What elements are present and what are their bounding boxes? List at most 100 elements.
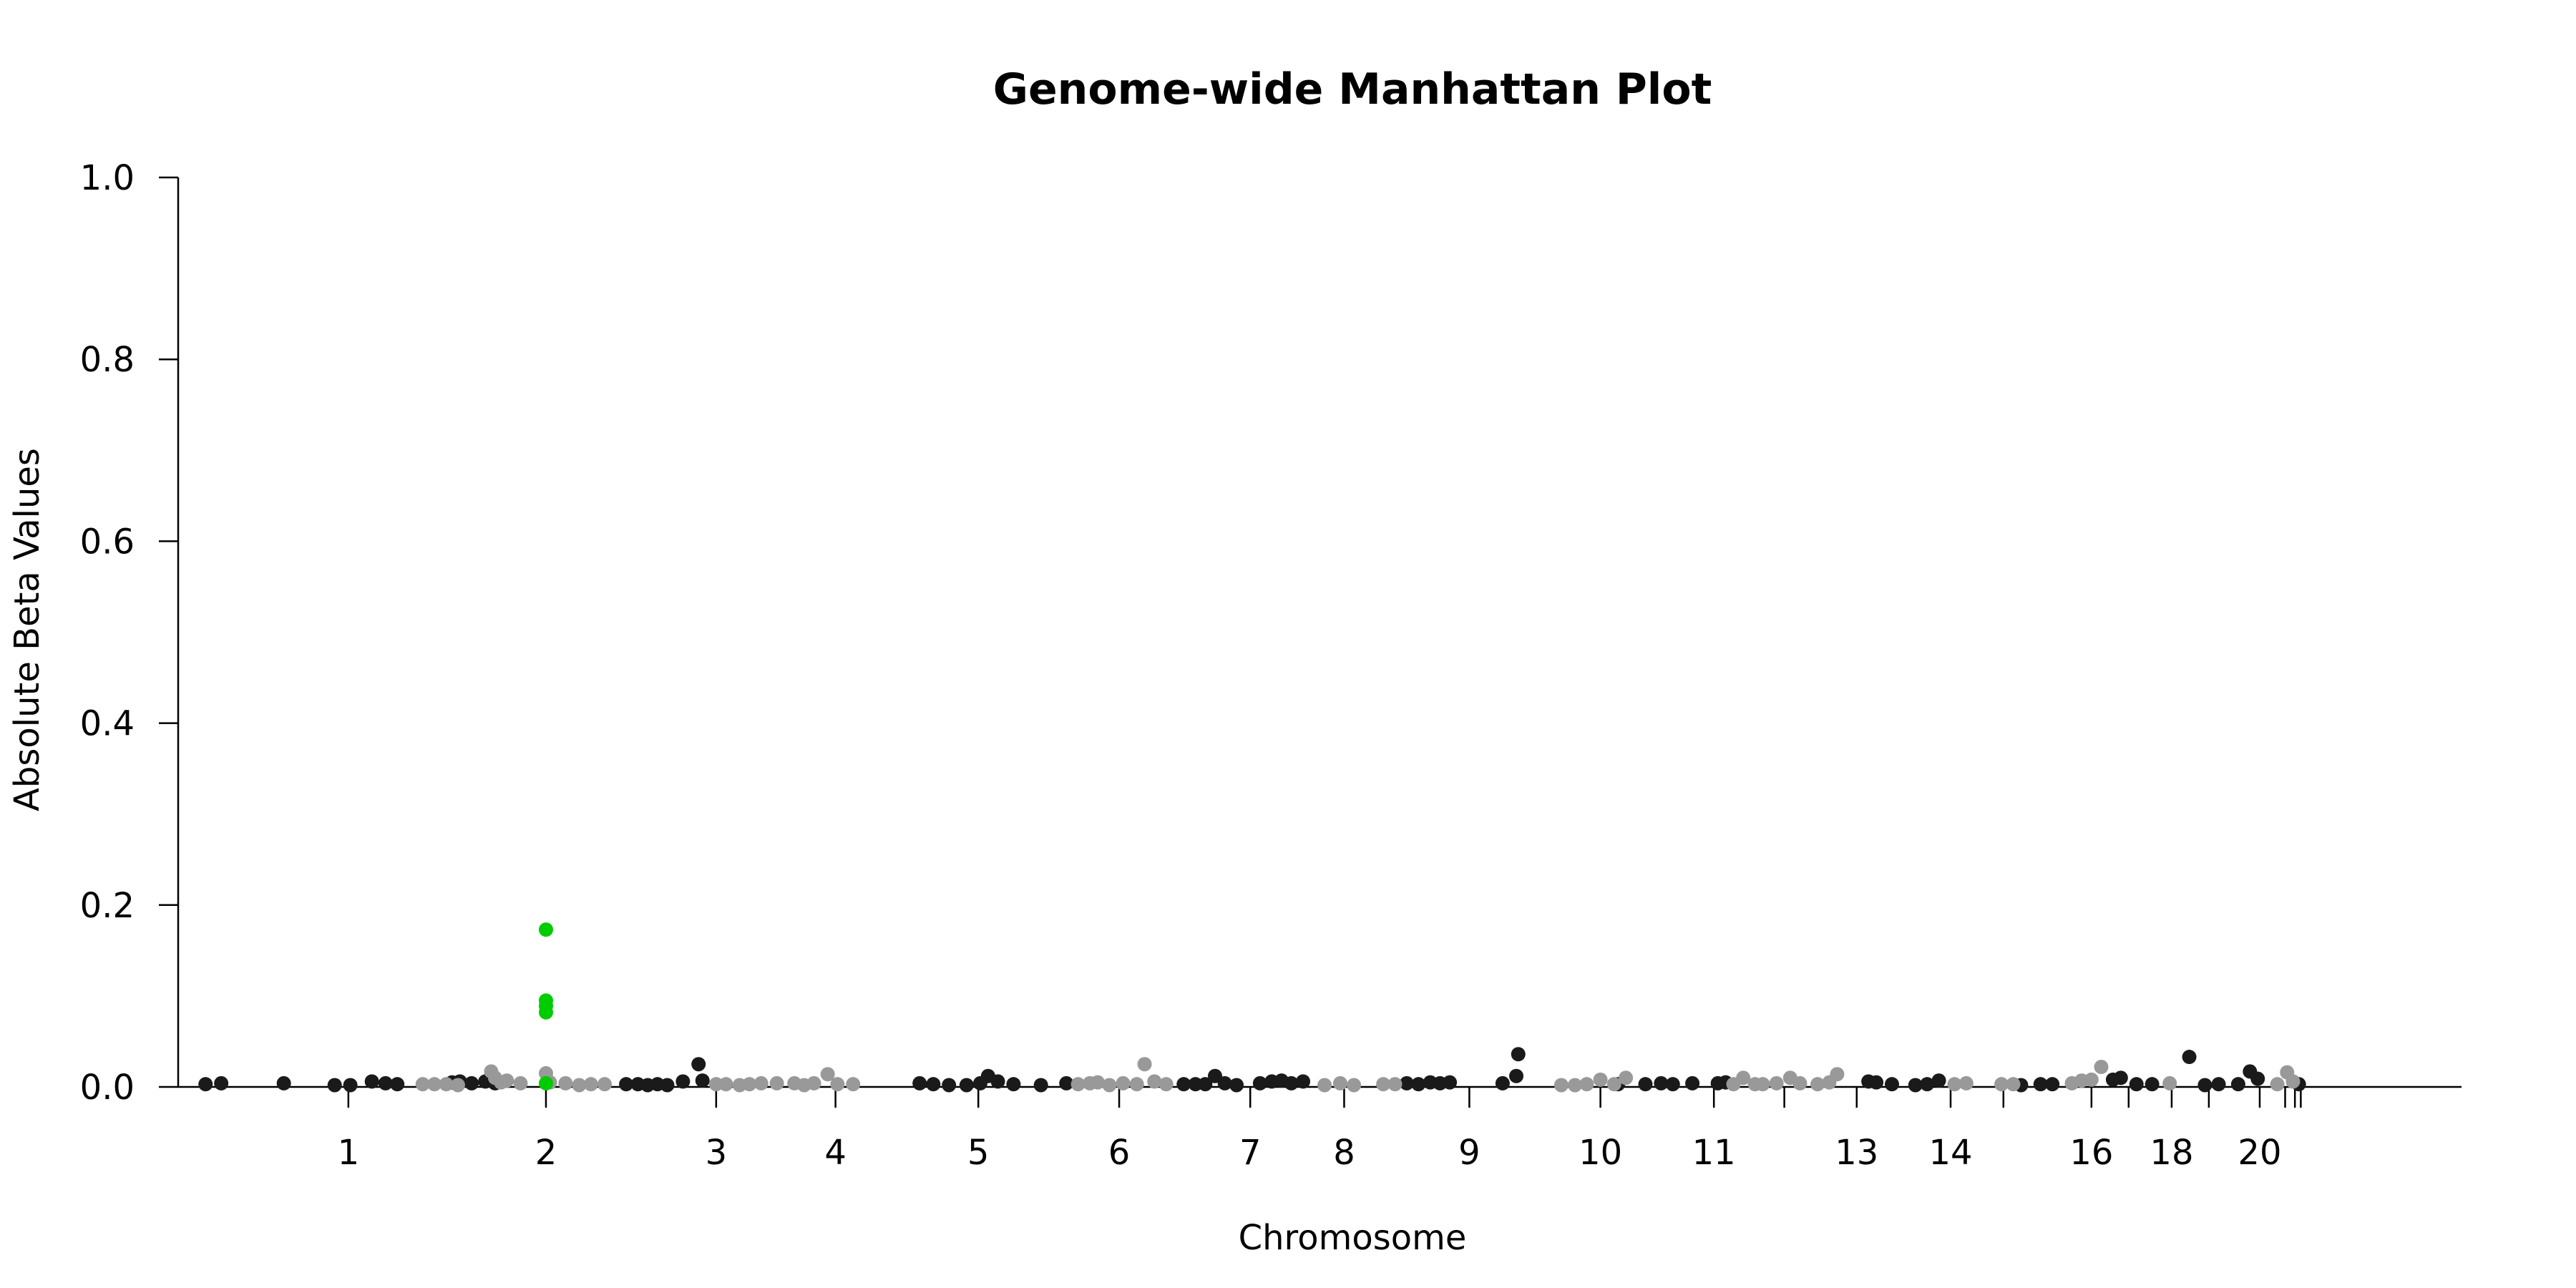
data-point-dark (214, 1075, 229, 1091)
data-point-dark (276, 1075, 291, 1091)
data-point-dark (1176, 1077, 1191, 1092)
data-point-light (415, 1077, 430, 1092)
y-tick-label: 0.6 (80, 522, 135, 562)
data-point-light (597, 1077, 613, 1092)
y-tick-label: 1.0 (80, 158, 135, 198)
y-tick-label: 0.8 (80, 340, 135, 380)
x-axis-title: Chromosome (1239, 1218, 1467, 1258)
data-point-dark (1296, 1074, 1311, 1089)
data-point-light (558, 1075, 573, 1091)
data-point-light (742, 1077, 757, 1092)
x-tick-label: 1 (338, 1133, 360, 1173)
data-point-dark (198, 1077, 213, 1092)
data-point-dark (1638, 1077, 1653, 1092)
data-point-dark (2145, 1077, 2160, 1092)
data-point-light (1090, 1075, 1105, 1090)
data-point-light (499, 1073, 514, 1088)
data-point-dark (660, 1078, 675, 1093)
data-point-dark (990, 1074, 1005, 1089)
data-point-dark (1685, 1075, 1700, 1091)
data-point-dark (2182, 1050, 2197, 1065)
data-point-dark (1920, 1077, 1935, 1092)
data-point-dark (1188, 1077, 1203, 1092)
data-point-dark (619, 1077, 634, 1092)
data-point-dark (1931, 1073, 1946, 1088)
data-point-dark (364, 1074, 379, 1089)
x-tick-label: 6 (1108, 1133, 1131, 1173)
data-point-dark (691, 1057, 706, 1072)
data-point-light (1147, 1074, 1162, 1089)
data-point-light (708, 1077, 723, 1092)
data-point-dark (1509, 1068, 1524, 1083)
y-tick-label: 0.0 (80, 1068, 135, 1108)
data-point-dark (1665, 1077, 1680, 1092)
data-point-light (1619, 1070, 1634, 1085)
x-tick-label: 10 (1579, 1133, 1622, 1173)
data-point-light (1317, 1078, 1332, 1093)
x-tick-label: 8 (1333, 1133, 1355, 1173)
data-point-light (2285, 1074, 2301, 1089)
data-point-light (1347, 1078, 1362, 1093)
data-point-dark (1511, 1047, 1526, 1062)
data-point-dark (1229, 1078, 1244, 1093)
data-point-light (513, 1075, 528, 1091)
data-point-dark (1399, 1075, 1414, 1091)
data-point-light (1387, 1077, 1402, 1092)
x-tick-label: 5 (967, 1133, 990, 1173)
data-point-dark (1033, 1078, 1048, 1093)
chart-title: Genome-wide Manhattan Plot (993, 64, 1712, 114)
data-point-dark (464, 1075, 479, 1091)
data-point-light (1553, 1078, 1568, 1093)
x-tick-label: 7 (1239, 1133, 1262, 1173)
data-point-dark (1059, 1075, 1074, 1091)
data-point-light (2006, 1077, 2021, 1092)
data-point-light (1579, 1077, 1594, 1092)
data-point-dark (2033, 1077, 2048, 1092)
data-point-light (1769, 1075, 1784, 1091)
data-point-dark (675, 1074, 691, 1089)
data-point-light (450, 1078, 465, 1093)
data-point-highlight (538, 922, 553, 937)
data-point-dark (1654, 1075, 1669, 1091)
x-tick-label: 18 (2150, 1133, 2193, 1173)
y-tick-label: 0.4 (80, 704, 135, 744)
x-tick-label: 9 (1458, 1133, 1480, 1173)
data-point-highlight (538, 1075, 553, 1091)
data-point-dark (327, 1078, 342, 1093)
data-point-light (583, 1077, 598, 1092)
data-point-dark (1198, 1077, 1213, 1092)
x-tick-label: 4 (824, 1133, 847, 1173)
data-point-dark (942, 1078, 957, 1093)
data-point-light (1947, 1077, 1962, 1092)
data-point-light (1129, 1077, 1144, 1092)
x-ticks: 1 2 3 4 5 6 7 8 9 10 11 13 14 16 18 20 (338, 1087, 2302, 1173)
data-points (198, 922, 2306, 1093)
data-point-dark (1869, 1075, 1884, 1090)
data-point-light (830, 1077, 845, 1092)
data-point-light (572, 1078, 587, 1093)
data-point-dark (2211, 1077, 2226, 1092)
data-point-light (806, 1075, 821, 1091)
data-point-light (2084, 1072, 2099, 1087)
data-point-light (2270, 1077, 2285, 1092)
data-point-dark (1884, 1077, 1899, 1092)
data-point-highlight (538, 1005, 553, 1020)
data-point-light (439, 1077, 454, 1092)
data-point-light (718, 1077, 733, 1092)
data-point-light (1606, 1077, 1621, 1092)
data-point-light (753, 1075, 769, 1091)
data-point-light (2094, 1060, 2109, 1075)
data-point-light (1332, 1075, 1347, 1091)
y-tick-label: 0.2 (80, 886, 135, 926)
y-axis-title: Absolute Beta Values (7, 448, 47, 811)
data-point-light (1810, 1077, 1825, 1092)
data-point-dark (1443, 1075, 1458, 1090)
data-point-light (1102, 1078, 1117, 1093)
data-point-light (1755, 1077, 1770, 1092)
x-tick-label: 2 (535, 1133, 557, 1173)
data-point-dark (1284, 1075, 1299, 1091)
data-point-light (1568, 1078, 1583, 1093)
data-point-dark (390, 1077, 405, 1092)
data-point-light (1376, 1077, 1391, 1092)
